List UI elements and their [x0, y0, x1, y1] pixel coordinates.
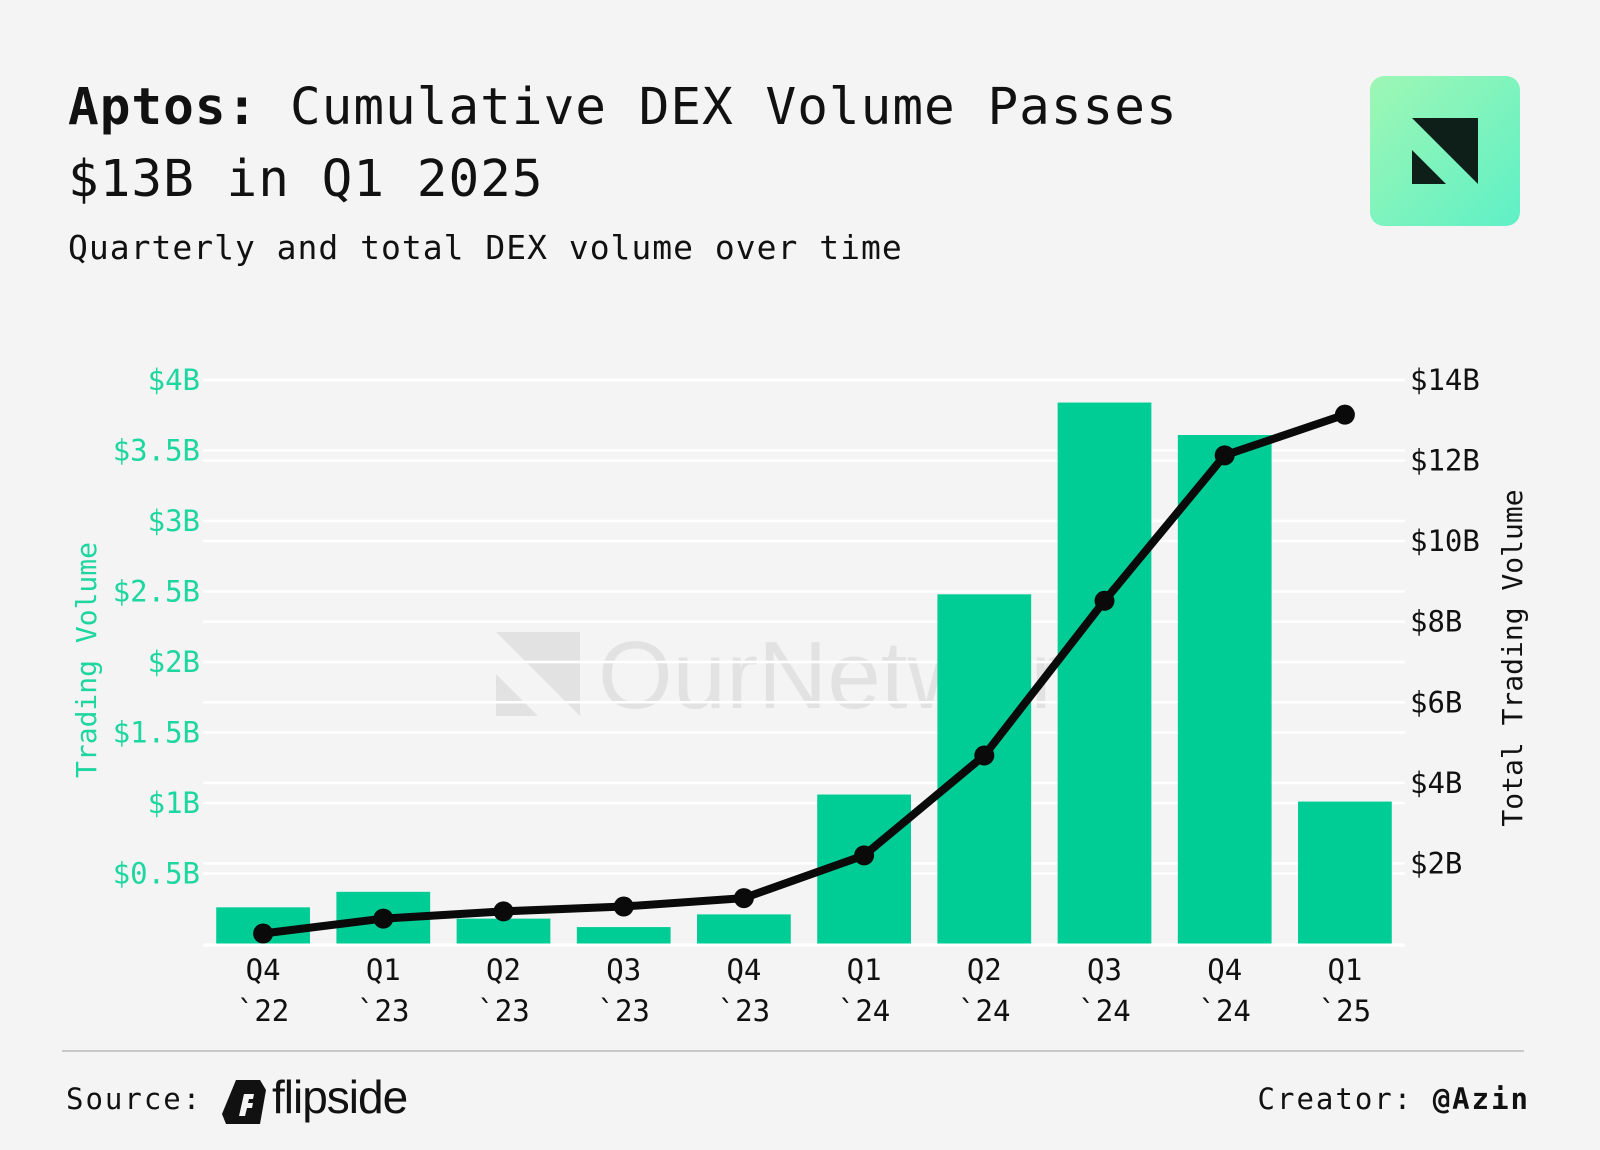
- x-tick-quarter: Q1: [1327, 953, 1362, 987]
- right-tick-label: $14B: [1410, 363, 1480, 397]
- watermark-logo-icon: [496, 632, 580, 716]
- x-tick-quarter: Q3: [606, 953, 641, 987]
- x-tick-quarter: Q1: [366, 953, 401, 987]
- right-tick-label: $4B: [1410, 766, 1462, 800]
- x-tick-year: `23: [718, 994, 770, 1028]
- line-point-7: [1094, 590, 1115, 611]
- line-point-1: [373, 908, 394, 929]
- line-point-8: [1214, 445, 1235, 466]
- right-axis-ticks: $2B $4B $6B $8B $10B $12B $14B: [1410, 363, 1480, 880]
- x-tick-year: `24: [1199, 994, 1251, 1028]
- chart-subtitle: Quarterly and total DEX volume over time: [68, 228, 903, 267]
- left-tick-label: $3B: [148, 504, 200, 538]
- left-tick-label: $1B: [148, 786, 200, 820]
- creator-credit: Creator: @Azin: [1258, 1082, 1530, 1116]
- right-tick-label: $8B: [1410, 605, 1462, 639]
- x-tick-quarter: Q1: [847, 953, 882, 987]
- footer-divider: [62, 1050, 1524, 1052]
- line-point-3: [613, 896, 634, 917]
- x-tick-year: `24: [958, 994, 1010, 1028]
- line-point-0: [253, 923, 274, 944]
- left-tick-label: $0.5B: [113, 857, 200, 891]
- source-label: Source:: [66, 1082, 203, 1116]
- creator-label: Creator:: [1257, 1082, 1414, 1116]
- x-tick-year: `23: [598, 994, 650, 1028]
- ournetwork-logo-mark: [1412, 118, 1478, 184]
- right-tick-label: $2B: [1410, 846, 1462, 880]
- chart-title-rest: Cumulative DEX Volume Passes $13B in Q1 …: [68, 78, 1178, 209]
- right-tick-label: $6B: [1410, 685, 1462, 719]
- x-tick-year: `24: [838, 994, 890, 1028]
- left-axis-ticks: $0.5B $1B $1.5B $2B $2.5B $3B $3.5B $4B: [113, 363, 200, 891]
- left-tick-label: $2.5B: [113, 575, 200, 609]
- x-tick-quarter: Q4: [726, 953, 761, 987]
- bar-series: [216, 402, 1392, 944]
- x-tick-quarter: Q3: [1087, 953, 1122, 987]
- x-tick-year: `25: [1319, 994, 1371, 1028]
- watermark-logo-icon-lower: [496, 674, 538, 716]
- flipside-logo-icon: [222, 1080, 266, 1124]
- source-name: flipside: [272, 1071, 408, 1123]
- chart-title: Aptos: Cumulative DEX Volume Passes $13B…: [68, 72, 1268, 216]
- x-tick-year: `23: [357, 994, 409, 1028]
- line-point-5: [854, 845, 875, 866]
- x-axis-ticks: Q4 `22 Q1 `23 Q2 `23 Q3 `23 Q4 `23 Q1 `24 Q2 `24 Q3 `24…: [237, 953, 1371, 1028]
- line-point-2: [493, 901, 514, 922]
- x-tick-quarter: Q4: [246, 953, 281, 987]
- creator-handle: @Azin: [1432, 1082, 1530, 1116]
- right-axis-label: Total Trading Volume: [1496, 489, 1529, 826]
- bar-4: [697, 914, 791, 944]
- bar-8: [1177, 434, 1272, 944]
- right-tick-label: $10B: [1410, 524, 1480, 558]
- left-tick-label: $1.5B: [113, 716, 200, 750]
- line-point-6: [974, 745, 995, 766]
- ournetwork-logo-icon: [1370, 76, 1520, 226]
- x-tick-quarter: Q2: [967, 953, 1002, 987]
- left-axis-label: Trading Volume: [70, 542, 103, 778]
- x-tick-quarter: Q2: [486, 953, 521, 987]
- bar-6: [937, 594, 1032, 944]
- bar-3: [576, 927, 671, 944]
- cumulative-line: [259, 410, 1349, 938]
- bar-7: [1057, 402, 1152, 944]
- chart-title-bold: Aptos:: [68, 78, 259, 137]
- x-tick-year: `23: [477, 994, 529, 1028]
- left-tick-label: $3.5B: [113, 434, 200, 468]
- x-tick-quarter: Q4: [1207, 953, 1242, 987]
- line-series: [253, 404, 1355, 944]
- dex-volume-chart: OurNetwork $0.5B $1B $1.5B $2B $2.5B $3B $3.5B…: [70, 363, 1529, 1028]
- bar-9: [1298, 801, 1392, 944]
- x-tick-year: `22: [237, 994, 289, 1028]
- watermark-text: OurNetwork: [598, 622, 1111, 729]
- line-point-9: [1334, 404, 1355, 425]
- right-tick-label: $12B: [1410, 444, 1480, 478]
- x-tick-year: `24: [1078, 994, 1130, 1028]
- left-tick-label: $2B: [148, 645, 200, 679]
- line-point-4: [733, 888, 754, 909]
- left-tick-label: $4B: [148, 363, 200, 397]
- bar-2: [456, 918, 551, 944]
